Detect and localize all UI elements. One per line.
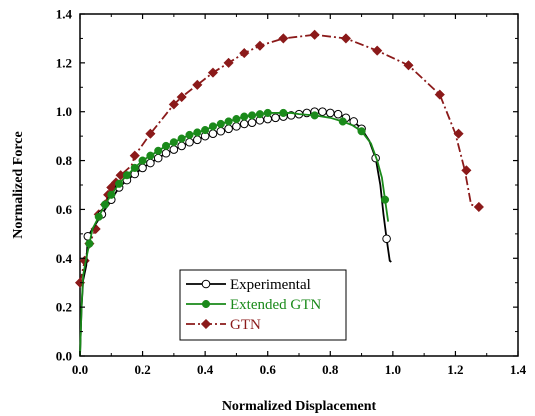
data-point [372, 45, 383, 56]
x-tick-label: 1.0 [385, 362, 401, 377]
data-point [107, 190, 116, 199]
data-point [248, 111, 257, 120]
data-point [271, 113, 280, 123]
data-point [216, 119, 225, 128]
legend-label: Extended GTN [230, 297, 321, 313]
x-tick-label: 1.4 [510, 362, 527, 377]
data-point [161, 141, 171, 150]
data-point [153, 153, 163, 163]
data-point [115, 179, 124, 188]
y-tick-label: 1.4 [56, 7, 73, 22]
x-tick-label: 1.2 [447, 362, 463, 377]
data-point [223, 57, 234, 69]
x-tick-label: 0.4 [197, 362, 214, 377]
data-point [177, 134, 186, 143]
data-point [279, 108, 288, 117]
data-point [169, 145, 179, 154]
data-point [193, 128, 202, 137]
data-point [473, 201, 485, 213]
y-axis-title: Normalized Force [11, 131, 26, 238]
y-tick-label: 0.4 [56, 251, 73, 266]
data-point [382, 234, 391, 244]
series-experimental [79, 107, 392, 357]
y-tick-label: 0.8 [56, 153, 73, 168]
data-point [94, 212, 103, 221]
data-point [247, 118, 257, 128]
data-point [278, 33, 289, 44]
data-point [177, 141, 186, 151]
data-point [146, 151, 155, 160]
data-point [168, 99, 180, 110]
y-tick-label: 0.2 [56, 300, 72, 315]
data-point [325, 108, 335, 118]
data-point [185, 130, 194, 139]
ticks-layer: 0.0 0.2 0.4 0.6 0.8 1.0 1.2 1.4 0.0 0.2 0.4 0.6 0.8 1… [56, 7, 527, 378]
data-point [340, 33, 352, 44]
data-point [239, 119, 249, 129]
data-point [176, 91, 187, 103]
series-extended-gtn [79, 108, 390, 357]
data-point [453, 128, 464, 139]
legend-label: GTN [230, 317, 261, 333]
y-tick-label: 1.0 [56, 104, 72, 119]
data-point [461, 165, 472, 176]
data-point [85, 239, 94, 248]
x-axis-title: Normalized Displacement [222, 399, 377, 414]
data-point [232, 114, 241, 124]
data-point [309, 29, 320, 40]
legend-marker [200, 318, 212, 330]
data-point [193, 135, 202, 145]
data-point [208, 129, 218, 138]
data-point [185, 137, 194, 147]
data-point [333, 109, 343, 119]
data-point [138, 163, 147, 173]
data-point [146, 158, 155, 168]
x-tick-label: 0.6 [260, 362, 277, 377]
series-gtn [74, 29, 485, 288]
x-tick-label: 0.2 [134, 362, 150, 377]
data-point [263, 108, 272, 117]
data-point [216, 126, 226, 136]
data-point [154, 146, 163, 155]
data-point [254, 40, 266, 51]
legend: Experimental Extended GTN GTN [179, 269, 347, 341]
legend-marker [201, 279, 211, 289]
x-tick-label: 0.0 [72, 362, 88, 377]
data-point [403, 60, 414, 71]
data-point [310, 111, 319, 120]
data-point [255, 110, 264, 119]
data-point [207, 67, 219, 78]
series-layer [74, 29, 485, 357]
y-tick-label: 0.6 [56, 202, 73, 217]
data-point [434, 89, 445, 100]
data-point [224, 124, 233, 134]
data-point [240, 112, 249, 121]
legend-label: Experimental [230, 277, 311, 293]
data-point [380, 195, 390, 204]
data-point [208, 122, 218, 131]
data-point [232, 122, 241, 131]
data-point [192, 79, 203, 90]
data-point [130, 163, 139, 172]
legend-marker [201, 299, 211, 309]
data-point [201, 125, 210, 135]
data-point [100, 200, 110, 209]
y-tick-label: 1.2 [56, 55, 72, 70]
data-point [357, 127, 366, 136]
data-point [138, 156, 147, 165]
x-tick-label: 0.8 [322, 362, 339, 377]
data-point [145, 128, 156, 139]
data-point [239, 47, 250, 59]
data-point [338, 117, 347, 126]
data-point [122, 171, 131, 180]
data-point [169, 138, 178, 147]
y-tick-label: 0.0 [56, 349, 72, 364]
data-point [318, 107, 327, 117]
data-point [224, 117, 233, 126]
data-point [129, 150, 140, 161]
data-point [161, 148, 171, 158]
